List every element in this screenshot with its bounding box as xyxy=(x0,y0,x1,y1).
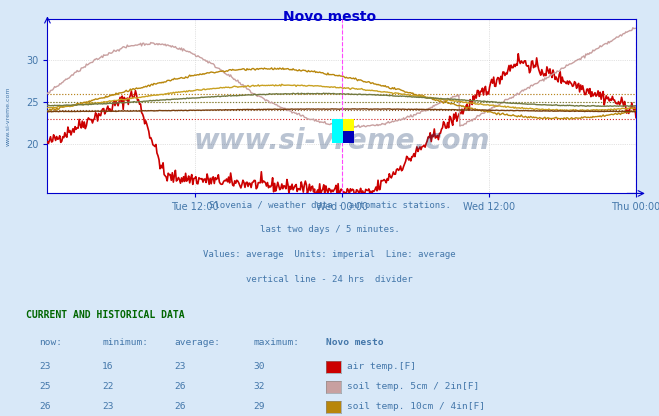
Text: 26: 26 xyxy=(175,382,186,391)
Text: Slovenia / weather data - automatic stations.: Slovenia / weather data - automatic stat… xyxy=(208,201,451,210)
Text: 22: 22 xyxy=(102,382,113,391)
Text: now:: now: xyxy=(40,338,63,347)
Text: Values: average  Units: imperial  Line: average: Values: average Units: imperial Line: av… xyxy=(203,250,456,260)
Text: CURRENT AND HISTORICAL DATA: CURRENT AND HISTORICAL DATA xyxy=(26,310,185,320)
Text: air temp.[F]: air temp.[F] xyxy=(347,362,416,371)
Text: 25: 25 xyxy=(40,382,51,391)
Text: last two days / 5 minutes.: last two days / 5 minutes. xyxy=(260,225,399,235)
Bar xyxy=(343,131,354,143)
Text: 30: 30 xyxy=(254,362,265,371)
Text: 26: 26 xyxy=(40,402,51,411)
Text: minimum:: minimum: xyxy=(102,338,148,347)
Text: 16: 16 xyxy=(102,362,113,371)
Text: maximum:: maximum: xyxy=(254,338,300,347)
Text: 29: 29 xyxy=(254,402,265,411)
Text: www.si-vreme.com: www.si-vreme.com xyxy=(5,87,11,146)
Text: 23: 23 xyxy=(40,362,51,371)
Bar xyxy=(331,119,343,143)
Text: Novo mesto: Novo mesto xyxy=(326,338,384,347)
Text: www.si-vreme.com: www.si-vreme.com xyxy=(194,127,490,155)
Bar xyxy=(331,119,354,143)
Text: soil temp. 5cm / 2in[F]: soil temp. 5cm / 2in[F] xyxy=(347,382,480,391)
Text: 23: 23 xyxy=(175,362,186,371)
Text: average:: average: xyxy=(175,338,221,347)
Text: 32: 32 xyxy=(254,382,265,391)
Text: Novo mesto: Novo mesto xyxy=(283,10,376,25)
Text: soil temp. 10cm / 4in[F]: soil temp. 10cm / 4in[F] xyxy=(347,402,485,411)
Text: 26: 26 xyxy=(175,402,186,411)
Text: 23: 23 xyxy=(102,402,113,411)
Text: vertical line - 24 hrs  divider: vertical line - 24 hrs divider xyxy=(246,275,413,285)
